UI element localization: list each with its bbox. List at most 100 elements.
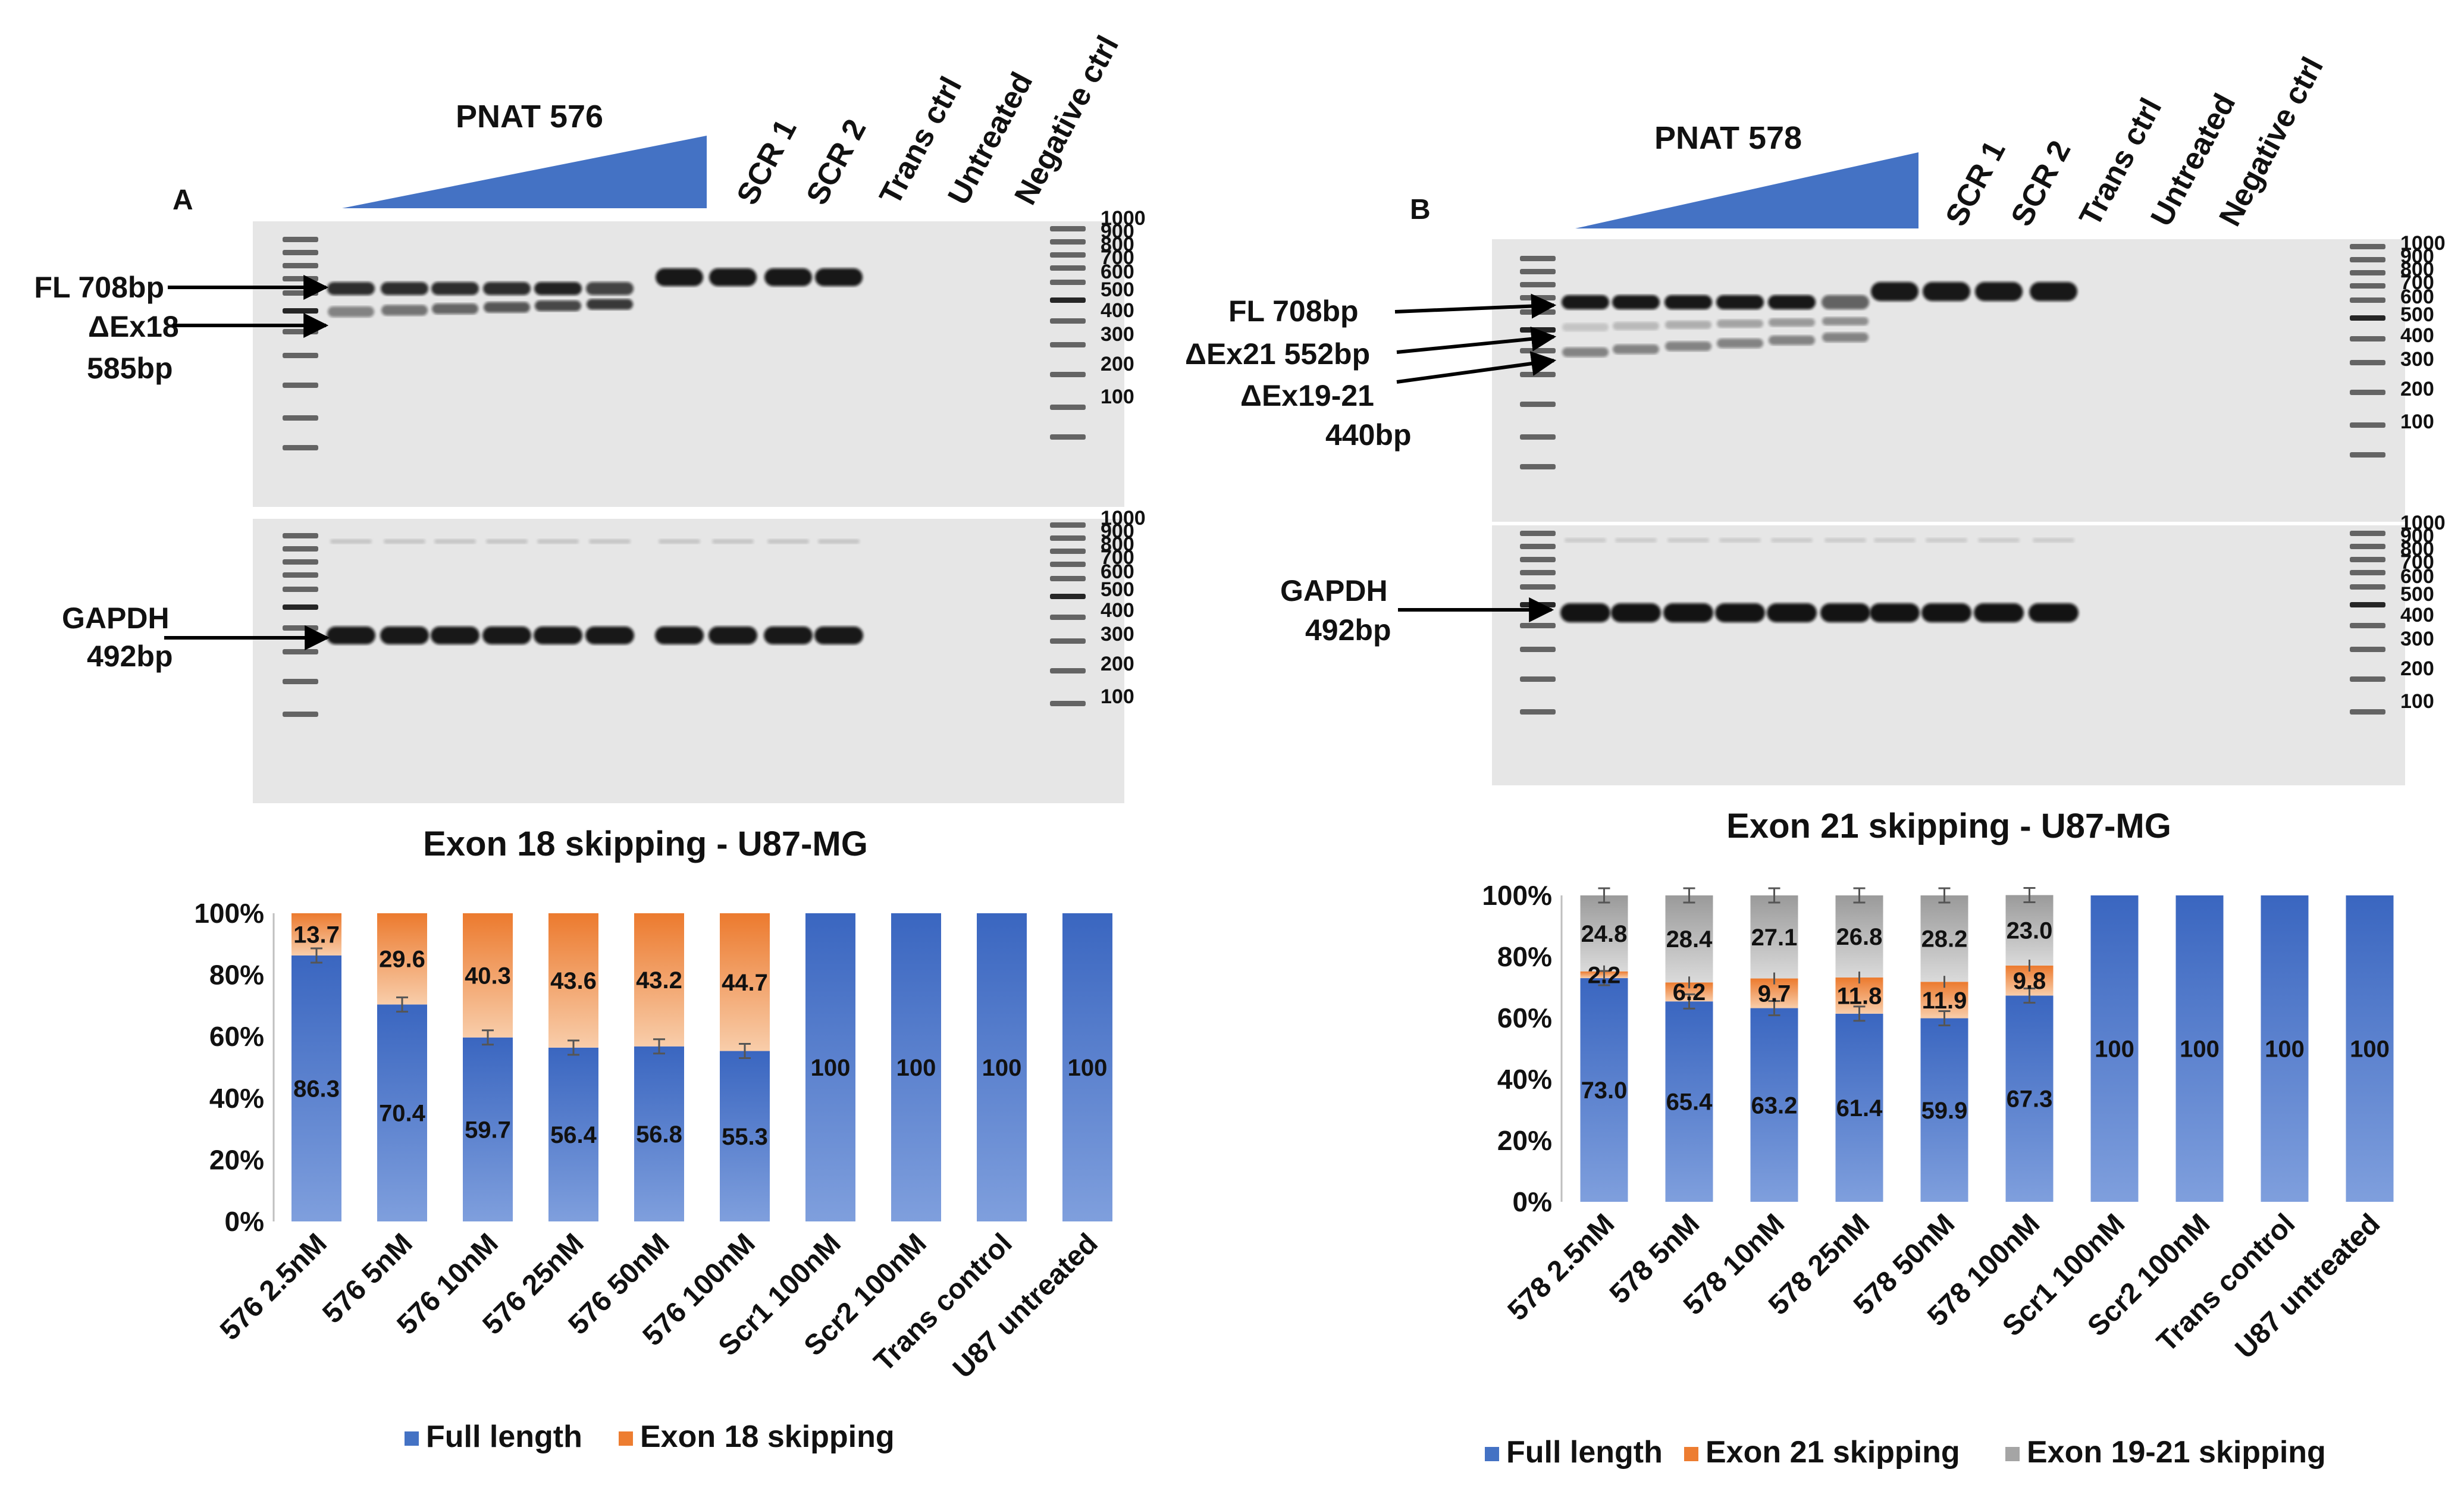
band-label-gapdh-size-b: 492bp [1305,613,1391,647]
data-label: 43.2 [636,967,682,994]
gel-band [764,268,812,286]
gel-band [1663,603,1713,622]
gel-band [1717,339,1763,348]
gel-band [589,539,631,544]
data-label: 100 [982,1055,1022,1081]
ladder-band [1520,256,1556,261]
bar-full-length [720,1051,770,1221]
data-label: 24.8 [1581,921,1628,947]
ladder-band [2350,452,2385,458]
band-label-fl-b: FL 708bp [1228,295,1359,328]
panel-label-a: A [173,184,193,216]
legend-label: Full length [426,1420,582,1454]
ladder-band [2350,283,2385,289]
ladder-band [1050,265,1086,271]
gel-band [483,282,531,295]
bar-full-length [1835,1013,1883,1202]
ladder-label: 900 [2400,245,2434,268]
ladder-band [283,625,318,631]
bar-full-length [291,955,341,1221]
ladder-band [1520,709,1556,715]
ladder-label: 800 [1101,533,1134,556]
gel-band [1768,295,1816,309]
gel-band [659,539,700,544]
ladder-band [2350,244,2385,249]
data-label: 59.7 [465,1117,511,1143]
gel-band [535,300,581,311]
y-tick-label: 20% [1497,1125,1552,1156]
bar-full-length [634,1046,684,1221]
bar-full-length [891,913,941,1221]
ladder-label: 200 [2400,657,2434,680]
gel-band [585,626,634,644]
data-label: 56.4 [550,1122,597,1148]
bar-full-length [2175,895,2224,1202]
gel-band [327,282,375,295]
gel-band [764,626,813,644]
data-label: 27.1 [1751,925,1798,951]
ladder-band [1520,602,1556,607]
ladder-label: 800 [2400,538,2434,560]
lane-label: SCR 2 [2004,135,2077,231]
ladder-band [2350,270,2385,275]
ladder-band [283,533,318,538]
data-label: 44.7 [722,970,768,996]
y-tick-label: 100% [1482,880,1552,911]
ladder-label: 100 [1101,386,1134,408]
data-label: 28.4 [1666,926,1713,953]
ladder-band [1050,522,1086,528]
bar-full-length [1920,1018,1968,1202]
ladder-label: 700 [2400,271,2434,294]
gel-band [327,626,375,644]
legend-label: Exon 21 skipping [1706,1435,1960,1470]
ladder-band [1520,295,1556,300]
ladder-band [1050,252,1086,258]
arrow-skip1-b [1396,326,1557,354]
bar-full-length [377,1004,427,1221]
bar-exon-18-skipping [548,913,598,1048]
gel-band [1715,603,1765,622]
ladder-band [1520,309,1556,315]
chart-exon18: Exon 18 skipping - U87-MG 0% 20% 40% 60% 80%… [194,825,1112,1454]
gel-band [432,303,478,314]
bar-full-length [805,913,855,1221]
gel-band [1664,295,1712,309]
band-label-gapdh-a: GAPDH [62,601,170,635]
ladder-label: 200 [1101,353,1134,375]
ladder-label: 600 [1101,261,1134,283]
data-label: 9.7 [1758,981,1791,1007]
data-label: 73.0 [1581,1077,1628,1104]
y-tick-label: 0% [225,1206,264,1237]
gel-band [1612,295,1660,309]
gel-band [655,626,704,644]
gel-band [814,626,863,644]
gel-band [1719,538,1761,543]
gel-band [1822,317,1869,325]
gel-band [1822,333,1869,342]
bar-exon-19-21-skipping [2005,895,2054,966]
gel-band [1562,295,1609,309]
gel-band [586,282,634,295]
arrow-skip2-b [1396,351,1557,384]
ladder-band [1050,701,1086,706]
ladder-band [1050,372,1086,377]
ladder-band [283,353,318,358]
gel-band [1769,318,1815,327]
gel-band [1926,538,1967,543]
data-label: 13.7 [293,922,340,948]
bar-exon-18-skipping [377,913,427,1005]
ladder-band [1050,562,1086,567]
gel-band [1975,282,2023,301]
data-label: 28.2 [1921,926,1968,953]
data-label: 26.8 [1836,924,1883,950]
gel-band [709,268,757,286]
ladder-band [2350,557,2385,562]
ladder-label: 1000 [2400,232,2446,255]
gel-band [1665,342,1711,351]
gel-bottom-a [253,519,1124,803]
ladder-band [1520,647,1556,652]
legend-swatch [1684,1447,1698,1461]
ladder-band [1520,544,1556,549]
data-label: 9.8 [2013,968,2046,994]
band-label-gapdh-b: GAPDH [1280,574,1388,607]
